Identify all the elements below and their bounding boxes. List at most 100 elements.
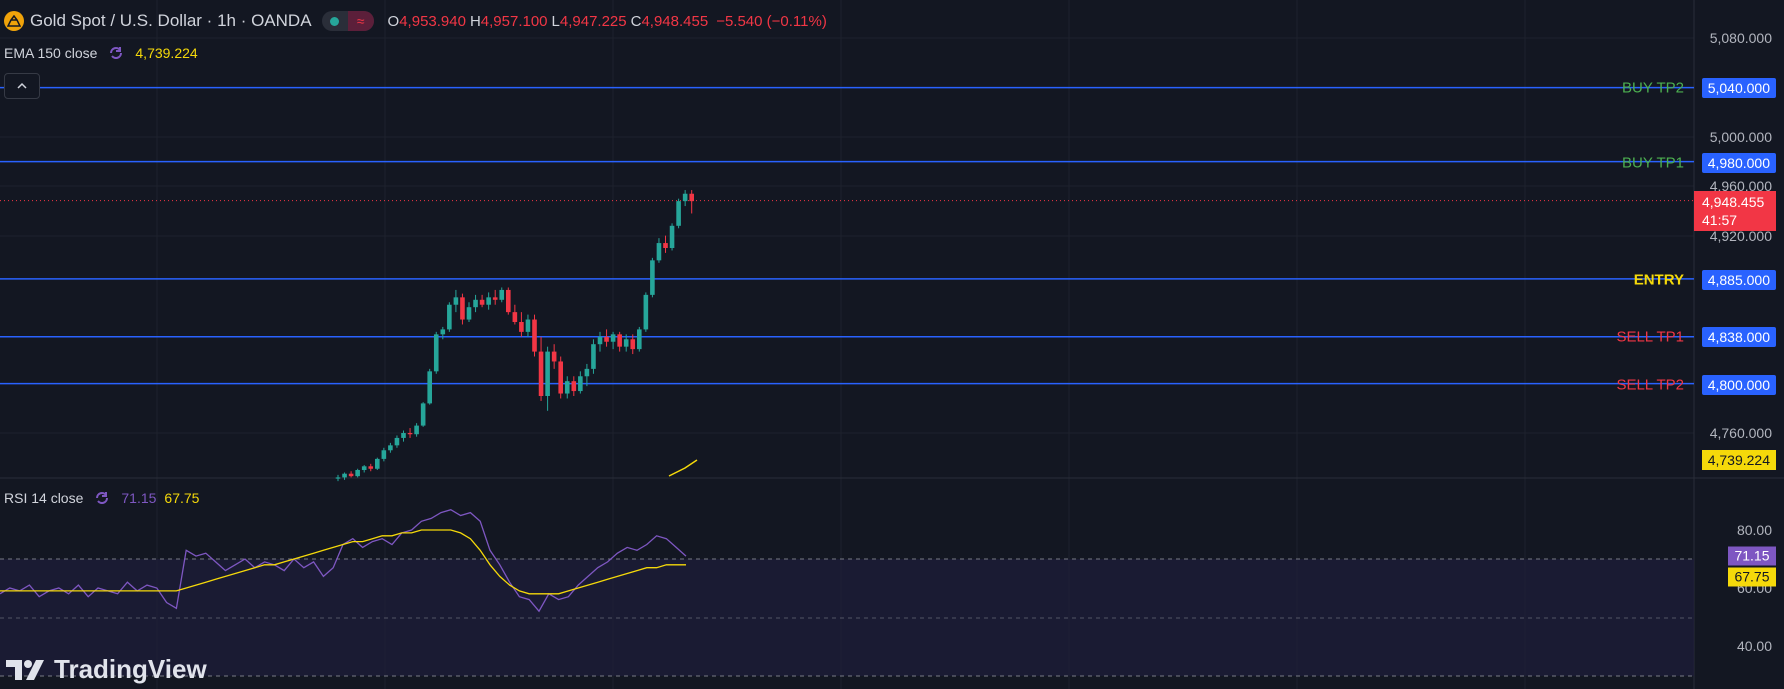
price-tick: 5,000.000 <box>1709 129 1772 145</box>
price-tick: 4,920.000 <box>1709 228 1772 244</box>
candle-body <box>335 477 341 479</box>
ohlc-key: L <box>551 12 560 30</box>
candle-body <box>591 344 596 369</box>
rsi-band <box>0 559 1694 676</box>
ohlc-value: 4,947.225 <box>559 12 627 30</box>
candle-body <box>630 339 636 350</box>
rsi-value: 71.15 <box>121 490 157 506</box>
candle-body <box>610 334 616 342</box>
candle-body <box>368 466 374 469</box>
level-label-sell-tp2[interactable]: SELL TP2 <box>1616 376 1684 394</box>
symbol-legend[interactable]: Gold Spot / U.S. Dollar · 1h · OANDA ≈ O… <box>4 11 827 31</box>
candle-body <box>466 307 472 320</box>
candle-body <box>571 381 577 392</box>
candle-body <box>414 425 419 435</box>
candle-body <box>676 201 681 226</box>
ohlc-key: C <box>630 12 642 30</box>
rsi-ma-tag: 67.75 <box>1728 567 1776 587</box>
rsi-ma-line <box>0 529 686 595</box>
collapse-legend-button[interactable] <box>4 73 40 99</box>
candle-body <box>420 403 426 426</box>
candle-body <box>682 193 688 202</box>
indicator-loop-icon[interactable] <box>107 44 125 62</box>
ohlc-key: H <box>469 12 481 30</box>
ema-legend[interactable]: EMA 150 close 4,739.224 <box>4 44 198 62</box>
ema-price-tag: 4,739.224 <box>1701 450 1776 470</box>
watermark-text: TradingView <box>54 654 207 684</box>
current-price-tag: 4,948.455 41:57 <box>1694 191 1776 231</box>
rsi-value-tag: 71.15 <box>1728 546 1776 566</box>
level-label-buy-tp2[interactable]: BUY TP2 <box>1622 79 1684 97</box>
rsi-legend[interactable]: RSI 14 close 71.15 67.75 <box>4 489 199 507</box>
candle-body <box>623 339 629 347</box>
level-label-buy-tp1[interactable]: BUY TP1 <box>1622 154 1684 172</box>
candle-body <box>407 433 413 435</box>
candle-body <box>388 445 393 451</box>
candle-body <box>460 297 465 320</box>
candle-body <box>506 289 511 313</box>
ohlc-value: 4,948.455 <box>641 12 709 30</box>
level-price-buy-tp1[interactable]: 4,980.000 <box>1701 153 1776 173</box>
candle-body <box>525 319 531 332</box>
rsi-tick: 40.00 <box>1736 638 1772 654</box>
bar-countdown: 41:57 <box>1702 212 1738 228</box>
candle-body <box>512 312 518 322</box>
level-label-sell-tp1[interactable]: SELL TP1 <box>1616 328 1684 346</box>
candle-body <box>578 376 583 392</box>
ohlc-value: 4,953.940 <box>399 12 466 30</box>
candle-body <box>637 329 642 350</box>
ema-name[interactable]: EMA 150 close <box>4 45 98 61</box>
candle-body <box>551 351 557 362</box>
tradingview-watermark[interactable]: TradingView <box>6 654 207 685</box>
ohlc-values: O4,953.940 H4,957.100 L4,947.225 C4,948.455 <box>384 13 709 30</box>
level-label-entry[interactable]: ENTRY <box>1633 271 1684 289</box>
candle-body <box>564 381 570 394</box>
level-price-buy-tp2[interactable]: 5,040.000 <box>1701 78 1776 98</box>
price-tick: 5,080.000 <box>1709 30 1772 46</box>
candle-body <box>440 329 446 335</box>
tradingview-logo-icon <box>6 658 46 682</box>
candle-body <box>479 299 485 305</box>
level-price-sell-tp1[interactable]: 4,838.000 <box>1701 327 1776 347</box>
candle-body <box>492 297 498 300</box>
rsi-tick: 80.00 <box>1736 522 1772 538</box>
market-status-pill[interactable]: ≈ <box>321 11 374 31</box>
market-open-icon <box>322 11 348 31</box>
candle-body <box>597 336 603 345</box>
candle-body <box>643 294 649 330</box>
candle-body <box>617 334 622 347</box>
rsi-ma-value: 67.75 <box>164 490 200 506</box>
candle-body <box>486 297 491 305</box>
indicator-loop-icon[interactable] <box>93 489 111 507</box>
candle-body <box>650 260 655 295</box>
candle-body <box>348 473 354 477</box>
candle-body <box>604 336 609 342</box>
candle-body <box>453 297 459 305</box>
symbol-title[interactable]: Gold Spot / U.S. Dollar · 1h · OANDA <box>30 11 312 30</box>
candle-body <box>545 351 550 396</box>
rsi-name[interactable]: RSI 14 close <box>4 490 84 506</box>
candle-body <box>663 243 668 248</box>
candle-body <box>433 334 439 372</box>
candle-body <box>342 473 347 478</box>
candle-body <box>401 433 406 438</box>
level-price-sell-tp2[interactable]: 4,800.000 <box>1701 375 1776 395</box>
ohlc-key: O <box>387 12 400 30</box>
ohlc-value: 4,957.100 <box>480 12 548 30</box>
candle-body <box>381 450 387 459</box>
candle-body <box>558 361 563 394</box>
price-tick: 4,960.000 <box>1709 178 1772 194</box>
current-price: 4,948.455 <box>1702 194 1765 210</box>
level-price-entry[interactable]: 4,885.000 <box>1701 270 1776 290</box>
chevron-up-icon <box>17 82 27 89</box>
candle-body <box>394 437 400 446</box>
candle-body <box>499 289 505 300</box>
candle-body <box>669 225 675 248</box>
candle-body <box>519 322 524 332</box>
candle-body <box>427 371 432 404</box>
candle-body <box>447 304 452 330</box>
candle-body <box>375 458 380 469</box>
candle-body <box>532 319 537 352</box>
candle-body <box>355 470 360 477</box>
